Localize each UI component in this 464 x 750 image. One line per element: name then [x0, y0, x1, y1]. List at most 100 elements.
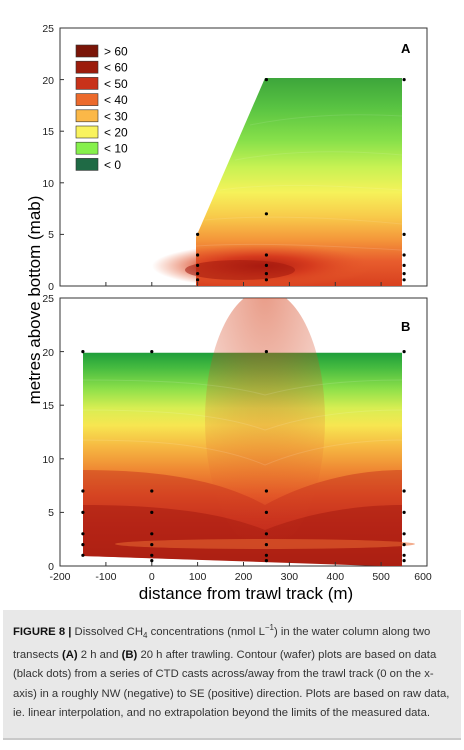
y-axis-title: metres above bottom (mab)	[25, 196, 44, 405]
legend-label-lt0: < 0	[104, 158, 121, 172]
legend-label-lt60: < 60	[104, 61, 128, 75]
panel-b-x-axis: -200 -100 0 100 200 300 400 500 600	[49, 562, 432, 583]
panel-a-data-point	[196, 263, 200, 267]
panel-a-data-point	[264, 212, 268, 216]
legend-label-gt60: > 60	[104, 45, 128, 59]
panel-a-x-ticks	[105, 282, 382, 286]
panel-a-data-point	[402, 232, 406, 236]
panel-b-data-point	[81, 543, 85, 547]
legend: > 60 < 60 < 50 < 40 < 30 < 20 < 10 < 0	[75, 45, 128, 172]
legend-label-lt40: < 40	[104, 93, 128, 107]
panel-a-data-point	[402, 78, 406, 82]
panel-b-data-point	[264, 350, 268, 354]
legend-swatch-lt0	[75, 158, 99, 171]
xtick-400: 400	[327, 571, 345, 583]
legend-swatch-lt30	[75, 109, 99, 123]
panel-a-data-point	[264, 253, 268, 257]
panel-b-data-point	[402, 559, 406, 563]
panel-b-data-point	[150, 559, 154, 563]
panel-b-data-point	[81, 553, 85, 557]
legend-label-lt10: < 10	[104, 142, 128, 156]
panel-b-data-points	[81, 350, 406, 563]
panel-a-ytick-10: 10	[42, 178, 54, 190]
panel-a-data-point	[264, 272, 268, 276]
panel-b-data-point	[402, 553, 406, 557]
caption-text-4: 2 h and	[77, 648, 122, 661]
panel-a-data-points	[196, 78, 406, 282]
panel-a-data-point	[402, 278, 406, 282]
panel-b-data-point	[402, 350, 406, 354]
panel-b-data-point	[402, 510, 406, 514]
panel-a-ytick-15: 15	[42, 126, 54, 138]
panel-b-data-point	[264, 510, 268, 514]
legend-swatch-lt60	[75, 60, 99, 74]
caption-figure-label: FIGURE 8 |	[13, 625, 72, 638]
panel-a-data-point	[402, 272, 406, 276]
caption-bold-a: (A)	[61, 648, 78, 661]
panel-a-data-point	[196, 232, 200, 236]
panel-b-data-point	[81, 350, 85, 354]
panel-b-ytick-20: 20	[42, 347, 54, 359]
panel-a-data-point	[196, 253, 200, 257]
panel-b-contour	[82, 298, 415, 566]
legend-label-lt20: < 20	[104, 126, 128, 140]
panel-a-data-point	[264, 263, 268, 267]
figure-caption: FIGURE 8 | Dissolved CH4 concentrations …	[13, 618, 452, 724]
xtick-600: 600	[414, 571, 432, 583]
panel-b-data-point	[264, 559, 268, 563]
figure-8-chart: 0 5 10 15 20 25 A > 60 < 60 < 50 < 40 < …	[25, 23, 432, 603]
panel-b-data-point	[150, 532, 154, 536]
xtick-neg200: -200	[49, 571, 70, 583]
caption-text-3: ) in the water column along two transect…	[13, 625, 431, 661]
legend-swatch-lt40	[75, 93, 99, 106]
panel-b-data-point	[150, 489, 154, 493]
figure-caption-box: FIGURE 8 | Dissolved CH4 concentrations …	[3, 610, 461, 740]
legend-swatch-lt10	[75, 141, 99, 155]
panel-b-ytick-15: 15	[42, 400, 54, 412]
panel-b-data-point	[264, 543, 268, 547]
panel-b-data-point	[264, 532, 268, 536]
panel-b-ytick-10: 10	[42, 454, 54, 466]
panel-b-data-point	[81, 489, 85, 493]
xtick-200: 200	[235, 571, 253, 583]
panel-b-y-axis: 0 5 10 15 20 25	[42, 293, 64, 573]
panel-b-data-point	[264, 553, 268, 557]
panel-b-label: B	[401, 319, 410, 334]
panel-b-ytick-0: 0	[48, 561, 54, 573]
panel-b-ytick-25: 25	[42, 293, 54, 305]
panel-b-data-point	[150, 553, 154, 557]
panel-b-data-point	[150, 510, 154, 514]
xtick-300: 300	[281, 571, 299, 583]
panel-a-contour	[152, 78, 403, 286]
panel-b-data-point	[402, 489, 406, 493]
panel-a-ytick-0: 0	[48, 281, 54, 293]
panel-b-data-point	[81, 532, 85, 536]
xtick-neg100: -100	[95, 571, 116, 583]
panel-a-data-point	[196, 278, 200, 282]
legend-swatch-lt20	[75, 125, 99, 139]
legend-label-lt50: < 50	[104, 77, 128, 91]
panel-b-data-point	[264, 489, 268, 493]
panel-a-data-point	[402, 263, 406, 267]
panel-a-ytick-25: 25	[42, 23, 54, 35]
panel-a-data-point	[264, 278, 268, 282]
panel-b-data-point	[402, 532, 406, 536]
legend-swatch-lt50	[75, 77, 99, 90]
caption-text-5: 20 h after trawling. Contour (wafer) plo…	[13, 648, 450, 720]
caption-bold-b: (B)	[121, 648, 138, 661]
xtick-100: 100	[189, 571, 207, 583]
panel-b-data-point	[150, 350, 154, 354]
panel-a-label: A	[401, 41, 411, 56]
caption-text-1: Dissolved CH	[71, 625, 143, 638]
xtick-500: 500	[372, 571, 390, 583]
panel-b-data-point	[150, 543, 154, 547]
caption-text-2: concentrations (nmol L	[147, 625, 265, 638]
panel-b-data-point	[81, 510, 85, 514]
legend-label-lt30: < 30	[104, 109, 128, 123]
panel-a-data-point	[196, 272, 200, 276]
panel-a-ytick-20: 20	[42, 75, 54, 87]
caption-subscript: 4	[142, 631, 148, 641]
x-axis-title: distance from trawl track (m)	[139, 584, 353, 603]
xtick-0: 0	[149, 571, 155, 583]
panel-a-ytick-5: 5	[48, 229, 54, 241]
